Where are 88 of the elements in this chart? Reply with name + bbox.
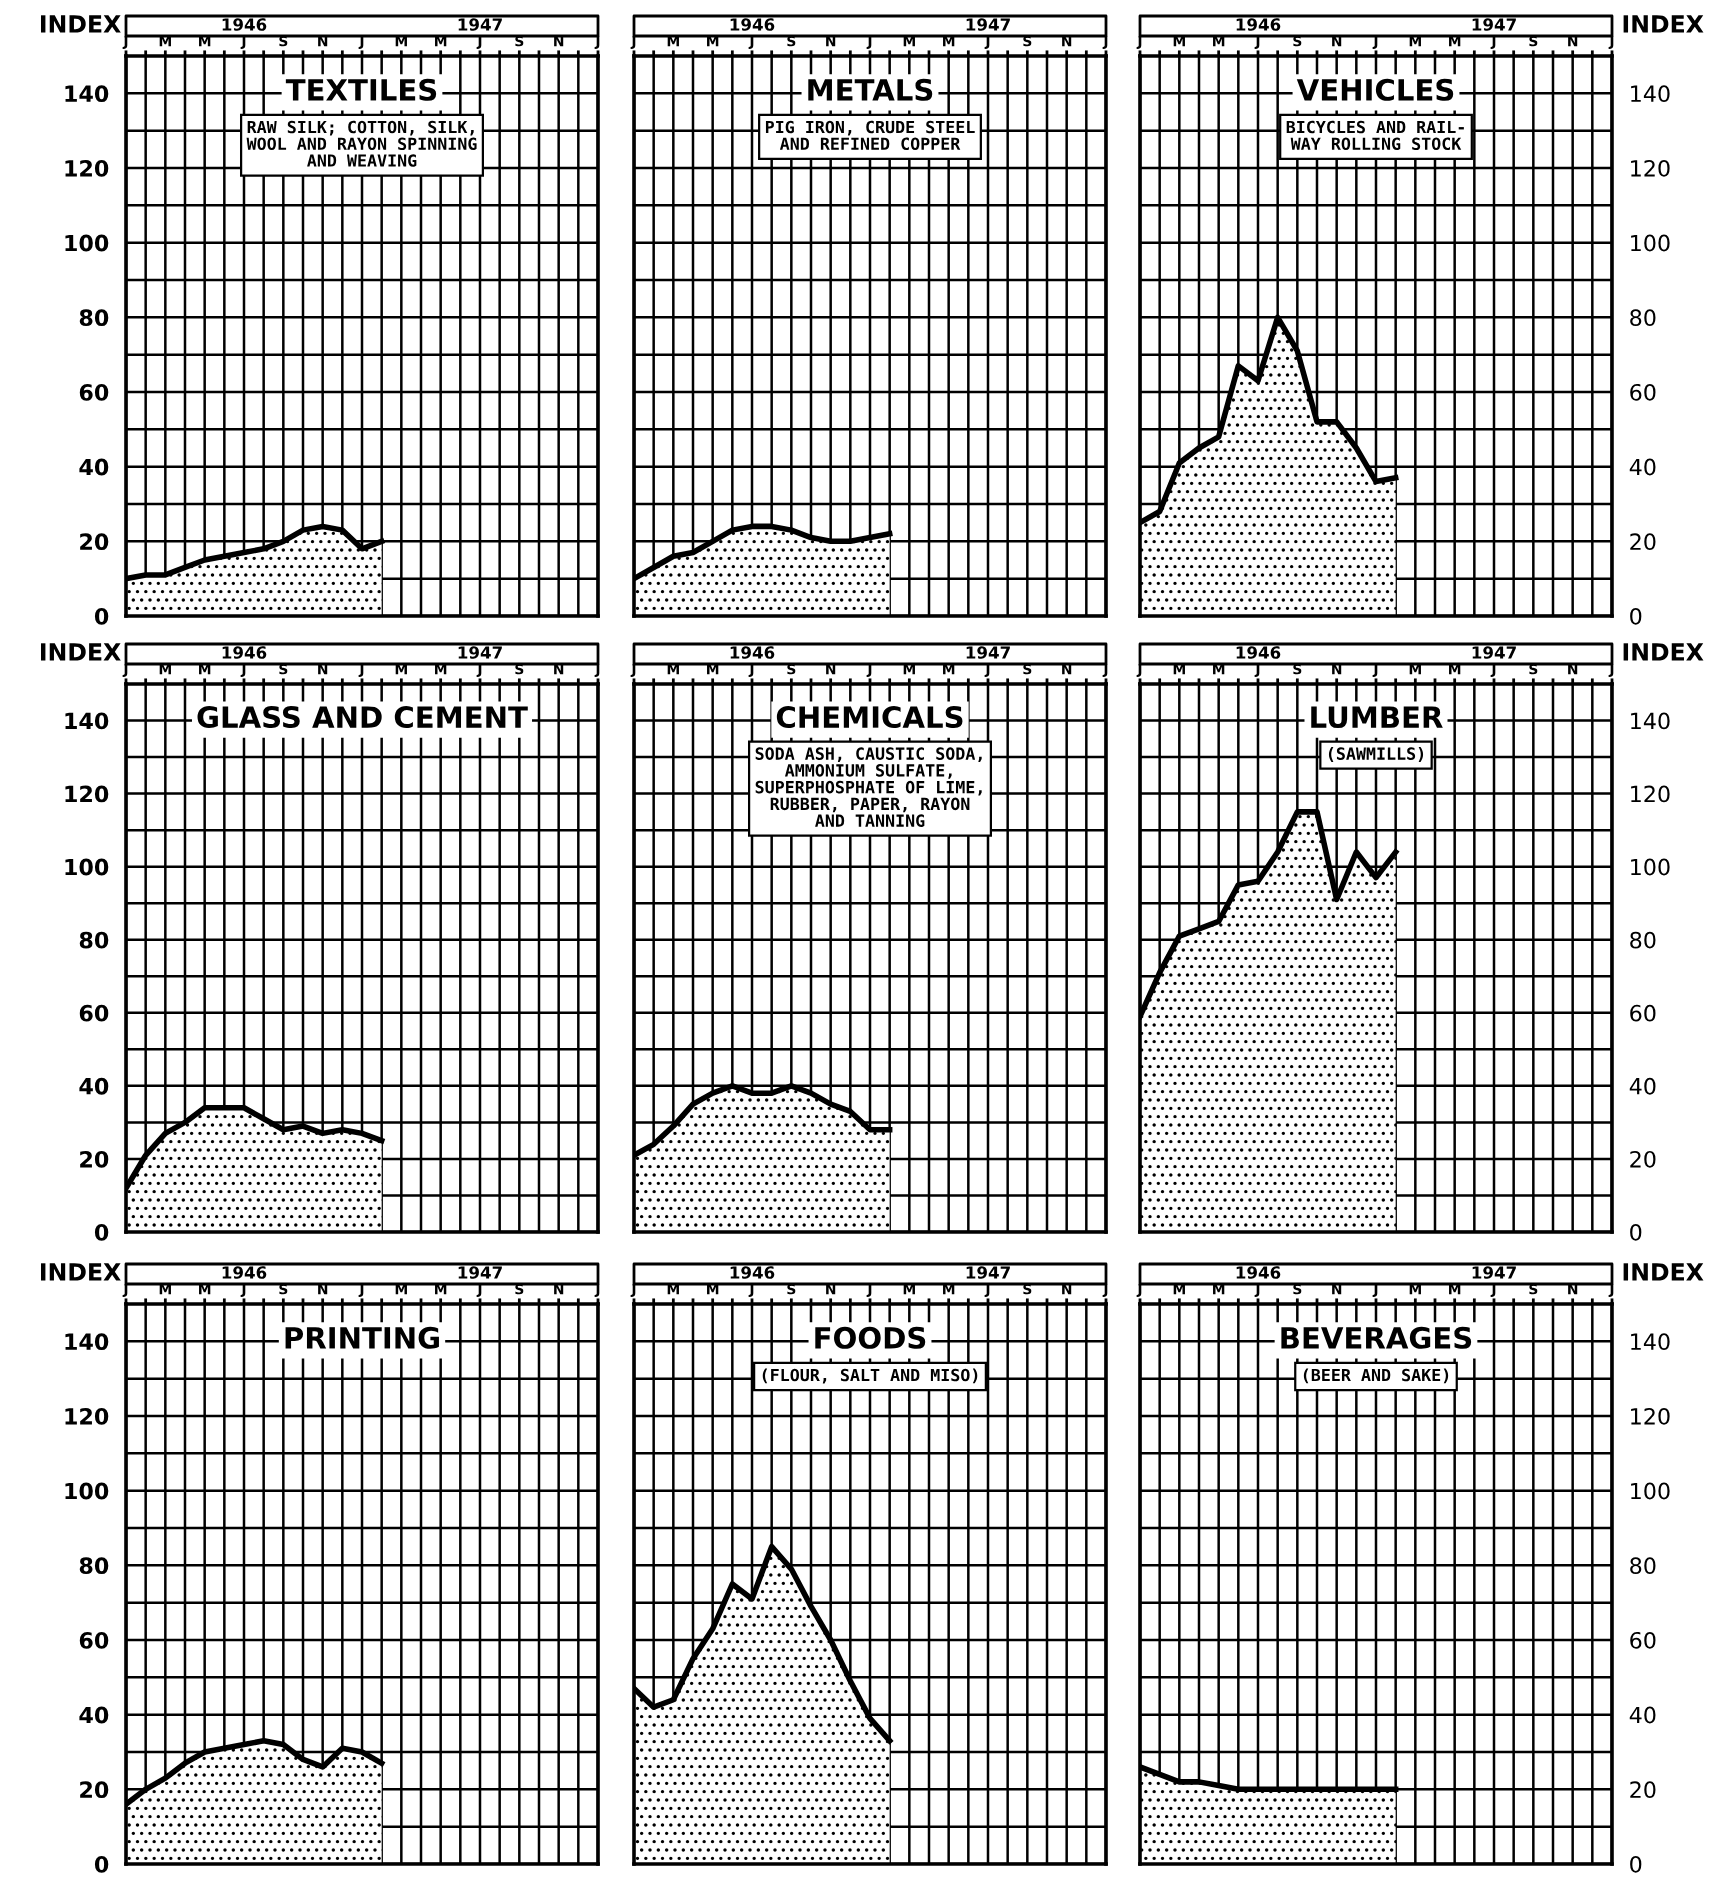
y-tick-label: 0 <box>94 1223 109 1241</box>
y2-tick-label: 40 <box>1629 1706 1656 1724</box>
text: 1947 <box>458 18 502 31</box>
y-tick-label: 100 <box>65 858 109 876</box>
text: 1947 <box>1472 646 1516 659</box>
text: (BEER AND SAKE) <box>1303 1368 1449 1384</box>
y2-tick-label: 100 <box>1631 234 1670 252</box>
text: 1946 <box>222 18 267 31</box>
y2-axis-title: INDEX <box>1623 1263 1704 1281</box>
y2-tick-label: 20 <box>1630 1150 1656 1168</box>
y-tick-label: 100 <box>65 234 109 252</box>
y-tick-label: 140 <box>65 85 109 103</box>
text: 1946 <box>1236 646 1281 659</box>
text: CHEMICALS <box>776 706 963 729</box>
y2-tick-label: 140 <box>1631 1333 1670 1351</box>
text: 1946 <box>1236 1266 1281 1279</box>
y-axis-title: INDEX <box>40 1263 121 1281</box>
text: 1947 <box>1472 18 1516 31</box>
y2-tick-label: 140 <box>1631 712 1670 730</box>
y2-tick-label: 60 <box>1630 1004 1656 1022</box>
y-tick-label: 80 <box>79 1557 109 1575</box>
y2-tick-label: 0 <box>1630 1223 1642 1241</box>
y-tick-label: 140 <box>65 712 109 730</box>
text: METALS <box>808 78 933 101</box>
text: (FLOUR, SALT AND MISO) <box>762 1368 978 1384</box>
y2-tick-label: 0 <box>1630 607 1642 625</box>
text: TEXTILES <box>285 78 437 101</box>
text: 1947 <box>966 646 1010 659</box>
text: 1946 <box>730 18 775 31</box>
text: RAW SILK; COTTON, SILK, WOOL AND RAYON SPINNING AND WEAVING <box>246 120 477 167</box>
y2-tick-label: 20 <box>1630 533 1656 551</box>
y2-tick-label: 60 <box>1630 1631 1656 1649</box>
text: FOODS <box>815 1326 926 1349</box>
y2-tick-label: 60 <box>1630 383 1656 401</box>
y2-tick-label: 20 <box>1630 1781 1656 1799</box>
y-tick-label: 80 <box>79 309 109 327</box>
y-axis-title: INDEX <box>40 643 121 661</box>
y2-tick-label: 40 <box>1629 1077 1656 1095</box>
y-tick-label: 60 <box>79 383 109 401</box>
text: 1946 <box>222 646 267 659</box>
y-tick-label: 60 <box>79 1631 109 1649</box>
text: BICYCLES AND RAIL- WAY ROLLING STOCK <box>1286 120 1464 151</box>
y-tick-label: 140 <box>65 1333 109 1351</box>
y2-tick-label: 120 <box>1631 159 1670 177</box>
text: LUMBER <box>1311 706 1443 729</box>
y2-tick-label: 120 <box>1631 785 1670 803</box>
y2-tick-label: 100 <box>1631 1482 1670 1500</box>
text: 1947 <box>966 18 1010 31</box>
text: 1947 <box>458 646 502 659</box>
y-tick-label: 100 <box>65 1482 109 1500</box>
y-tick-label: 80 <box>79 931 109 949</box>
y-tick-label: 40 <box>79 1077 109 1095</box>
y-tick-label: 20 <box>80 1781 109 1799</box>
text: BEVERAGES <box>1281 1326 1472 1349</box>
text: 1946 <box>222 1266 267 1279</box>
y-tick-label: 20 <box>80 1150 109 1168</box>
text: PIG IRON, CRUDE STEEL AND REFINED COPPER <box>765 120 975 151</box>
text: GLASS AND CEMENT <box>197 706 528 729</box>
text: SODA ASH, CAUSTIC SODA, AMMONIUM SULFATE, SUPERPHOSPHATE OF LIME, RUBBER, PAPER, RAYON AND TANNING <box>755 747 982 827</box>
y2-axis-title: INDEX <box>1623 643 1704 661</box>
y-tick-label: 60 <box>79 1004 109 1022</box>
y2-tick-label: 140 <box>1631 85 1670 103</box>
y2-axis-title: INDEX <box>1623 15 1704 33</box>
y-tick-label: 20 <box>80 533 109 551</box>
y2-tick-label: 100 <box>1631 858 1670 876</box>
y-tick-label: 120 <box>65 785 109 803</box>
text: 1947 <box>966 1266 1010 1279</box>
y-tick-label: 0 <box>94 607 109 625</box>
y2-tick-label: 80 <box>1630 931 1656 949</box>
text: 1946 <box>730 646 775 659</box>
text: 1947 <box>1472 1266 1516 1279</box>
text: 1947 <box>458 1266 502 1279</box>
y-tick-label: 40 <box>79 458 109 476</box>
text: (SAWMILLS) <box>1328 747 1424 762</box>
y2-tick-label: 0 <box>1630 1855 1642 1873</box>
y2-tick-label: 120 <box>1631 1407 1670 1425</box>
y-tick-label: 0 <box>94 1855 109 1873</box>
text: PRINTING <box>285 1326 439 1349</box>
y-axis-title: INDEX <box>40 15 121 33</box>
y2-tick-label: 80 <box>1630 1557 1656 1575</box>
y2-tick-label: 80 <box>1630 309 1656 327</box>
text: 1946 <box>1236 18 1281 31</box>
y2-tick-label: 40 <box>1629 458 1656 476</box>
y-tick-label: 120 <box>65 159 109 177</box>
text: 1946 <box>730 1266 775 1279</box>
y-tick-label: 40 <box>79 1706 109 1724</box>
text: VEHICLES <box>1296 78 1454 101</box>
y-tick-label: 120 <box>65 1407 109 1425</box>
